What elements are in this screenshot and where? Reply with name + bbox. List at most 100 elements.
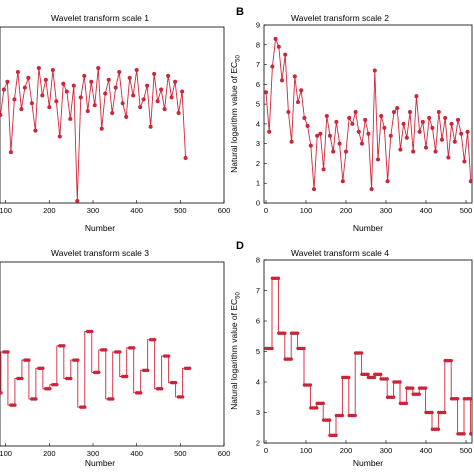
data-point (145, 83, 150, 88)
data-point (92, 103, 97, 108)
x-tick-label: 600 (218, 206, 231, 215)
data-point (27, 358, 31, 362)
data-series (264, 36, 472, 192)
series-line (265, 38, 472, 190)
data-series (0, 329, 192, 409)
data-point (162, 107, 167, 112)
data-point (327, 133, 333, 138)
data-point (295, 100, 301, 105)
data-point (395, 106, 400, 111)
y-ticks: 2 3 4 5 6 7 8 (256, 256, 267, 448)
data-point (340, 413, 345, 418)
data-point (120, 101, 125, 106)
data-point (299, 88, 304, 93)
data-point (6, 350, 10, 354)
x-tick-label: 200 (340, 446, 353, 455)
data-point (78, 95, 83, 100)
data-point (22, 85, 27, 90)
chart-panel-scale-4: D Wavelet transform scale 4 0 100 200 300 40… (229, 240, 473, 468)
data-point (417, 392, 421, 396)
x-axis-label: Number (85, 458, 115, 468)
data-point (134, 67, 139, 73)
x-tick-label: 400 (130, 206, 143, 215)
data-point (83, 405, 87, 409)
x-tick-label: 400 (130, 449, 143, 458)
data-point (283, 331, 287, 335)
data-point (8, 150, 13, 155)
data-point (468, 397, 472, 401)
y-tick-label: 0 (256, 199, 260, 208)
data-point (187, 366, 192, 371)
data-point (48, 387, 52, 391)
data-point (315, 133, 320, 138)
data-point (283, 52, 288, 57)
x-tick-label: 100 (300, 206, 313, 215)
x-tick-label: 200 (43, 449, 56, 458)
data-point (75, 198, 80, 203)
data-point (180, 395, 185, 399)
data-point (379, 113, 384, 119)
y-axis-label-subscript: 50 (236, 291, 242, 298)
data-point (54, 99, 59, 104)
data-point (401, 121, 406, 126)
y-tick-label: 6 (256, 317, 260, 326)
data-point (270, 64, 275, 69)
series-line (0, 331, 190, 408)
x-tick-label: 400 (420, 446, 433, 455)
data-point (76, 358, 80, 362)
x-axis-label: Number (85, 223, 115, 233)
data-point (110, 397, 115, 401)
data-point (1, 87, 6, 92)
data-point (20, 376, 24, 381)
y-tick-label: 4 (256, 378, 260, 387)
data-point (423, 145, 429, 150)
data-point (68, 116, 73, 121)
data-point (411, 149, 416, 154)
data-point (12, 97, 17, 102)
data-point (302, 115, 307, 121)
data-point (289, 139, 294, 144)
data-point (169, 95, 174, 100)
data-point (308, 143, 313, 148)
data-point (138, 105, 143, 110)
data-point (15, 69, 20, 75)
data-point (427, 115, 432, 121)
y-tick-label: 4 (256, 119, 260, 128)
data-point (19, 107, 24, 112)
data-point (279, 78, 285, 83)
data-point (124, 114, 129, 120)
data-point (71, 83, 76, 88)
x-tick-label: 300 (87, 206, 100, 215)
data-point (103, 91, 108, 96)
data-point (96, 66, 101, 71)
y-axis-label: Natural logarithm value of EC50 (229, 54, 242, 172)
data-point (439, 137, 445, 142)
data-point (183, 155, 188, 161)
data-point (343, 149, 349, 154)
data-point (366, 131, 371, 136)
data-point (141, 97, 146, 102)
data-point (350, 121, 355, 126)
data-point (106, 77, 111, 82)
data-point (166, 73, 171, 78)
data-point (311, 187, 317, 192)
chart-title: Wavelet transform scale 2 (291, 13, 389, 23)
data-point (331, 149, 336, 154)
data-point (318, 131, 323, 136)
data-point (50, 67, 55, 73)
series-marks (0, 66, 188, 203)
data-point (99, 126, 104, 131)
x-tick-label: 0 (264, 206, 268, 215)
data-point (315, 406, 319, 410)
data-point (64, 89, 69, 94)
data-point (55, 382, 59, 387)
data-point (264, 90, 269, 95)
data-point (29, 101, 34, 106)
data-point (180, 89, 185, 94)
y-tick-label: 7 (256, 60, 260, 69)
data-point (404, 135, 409, 140)
data-point (436, 109, 441, 115)
data-point (420, 119, 425, 124)
data-point (41, 366, 45, 371)
